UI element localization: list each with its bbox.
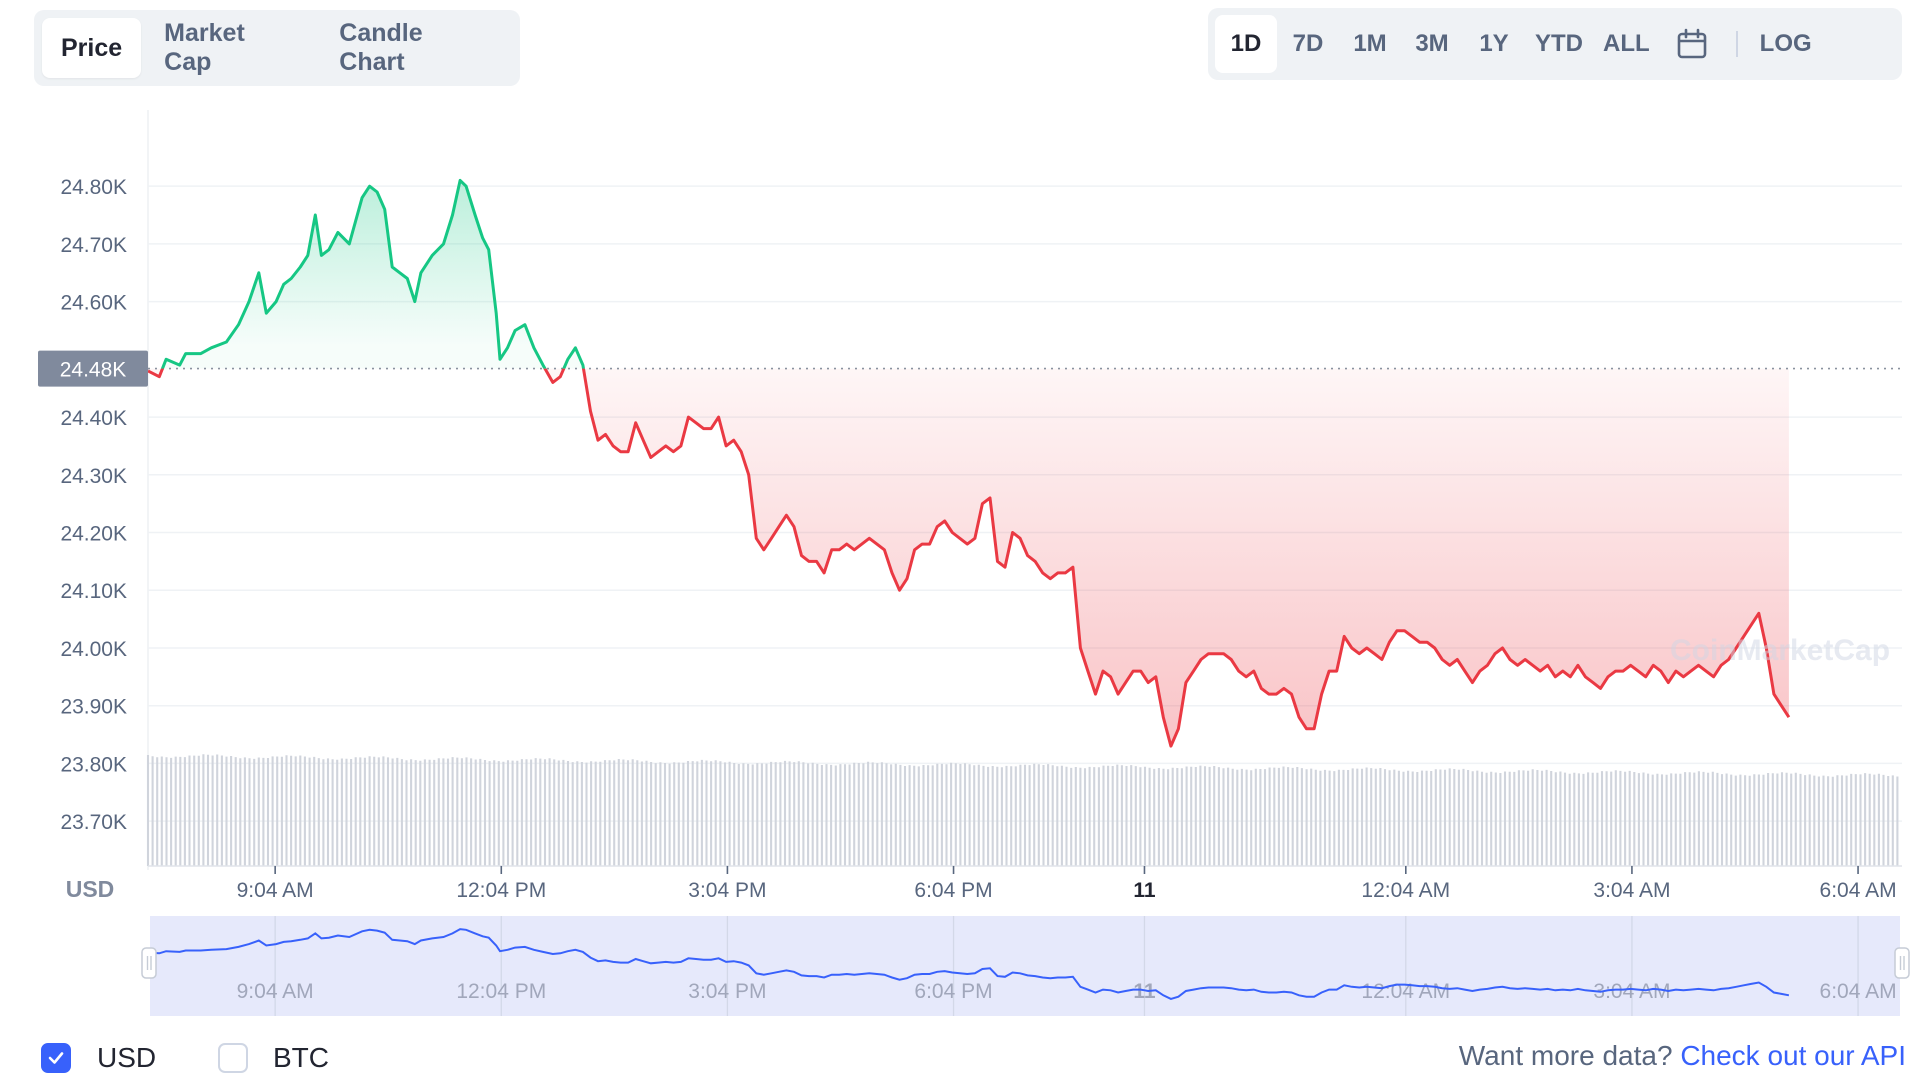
x-axis: 9:04 AM 12:04 PM 3:04 PM 6:04 PM 11 12:04 AM 3… bbox=[148, 865, 1902, 902]
range-all[interactable]: ALL bbox=[1603, 30, 1650, 57]
x-tick-label: 6:04 AM bbox=[1820, 879, 1897, 902]
y-tick-label: 23.90K bbox=[60, 696, 127, 719]
price-line-up bbox=[160, 178, 585, 369]
api-promo: Want more data? Check out our API bbox=[1459, 1040, 1906, 1072]
y-tick-label: 24.70K bbox=[60, 234, 127, 257]
y-tick-label: 23.80K bbox=[60, 753, 127, 776]
btc-checkbox[interactable] bbox=[218, 1043, 248, 1073]
x-tick-label: 3:04 PM bbox=[688, 879, 766, 902]
x-tick-label: 12:04 PM bbox=[456, 879, 546, 902]
navigator-tick-label: 6:04 AM bbox=[1820, 980, 1897, 1003]
calendar-icon[interactable] bbox=[1660, 15, 1724, 73]
log-scale-toggle[interactable]: LOG bbox=[1759, 30, 1812, 57]
api-link[interactable]: Check out our API bbox=[1680, 1040, 1906, 1071]
navigator[interactable]: 9:04 AM 12:04 PM 3:04 PM 6:04 PM 11 12:04 AM 3… bbox=[141, 916, 1910, 1016]
price-chart[interactable]: 24.80K 24.70K 24.60K 24.40K 24.30K 24.20K 24.1… bbox=[0, 0, 1916, 1030]
currency-label: USD bbox=[66, 876, 115, 902]
range-3m[interactable]: 3M bbox=[1415, 30, 1449, 57]
chart-type-tabs: Price Market Cap Candle Chart bbox=[34, 10, 520, 86]
navigator-tick-label: 9:04 AM bbox=[237, 980, 314, 1003]
area-down bbox=[148, 368, 1789, 747]
navigator-left-handle[interactable] bbox=[141, 947, 157, 979]
y-axis-labels: 24.80K 24.70K 24.60K 24.40K 24.30K 24.20K 24.1… bbox=[60, 176, 127, 834]
range-7d[interactable]: 7D bbox=[1292, 30, 1324, 57]
price-line-down bbox=[147, 368, 1791, 748]
reference-price-badge: 24.48K bbox=[38, 350, 148, 387]
navigator-tick-label: 3:04 AM bbox=[1593, 980, 1670, 1003]
price-line bbox=[147, 178, 1791, 748]
y-tick-label: 24.80K bbox=[60, 176, 127, 199]
y-tick-label: 24.20K bbox=[60, 523, 127, 546]
volume-bar bbox=[146, 754, 1899, 866]
area-up bbox=[148, 180, 1789, 369]
watermark: CoinMarketCap bbox=[1670, 634, 1890, 667]
x-tick-label: 9:04 AM bbox=[237, 879, 314, 902]
tab-candle-chart[interactable]: Candle Chart bbox=[339, 19, 423, 76]
navigator-right-handle[interactable] bbox=[1894, 947, 1910, 979]
navigator-tick-label: 11 bbox=[1133, 980, 1156, 1003]
btc-label: BTC bbox=[273, 1042, 329, 1073]
tab-market-cap[interactable]: Market Cap bbox=[164, 19, 245, 76]
y-tick-label: 24.30K bbox=[60, 465, 127, 488]
api-promo-text: Want more data? bbox=[1458, 1040, 1673, 1071]
volume-bars bbox=[146, 754, 1899, 866]
navigator-tick-label: 3:04 PM bbox=[688, 980, 766, 1003]
range-1y[interactable]: 1Y bbox=[1479, 30, 1509, 57]
check-icon bbox=[48, 1052, 64, 1064]
navigator-tick-label: 6:04 PM bbox=[914, 980, 992, 1003]
usd-checkbox[interactable] bbox=[41, 1043, 71, 1073]
x-tick-label: 11 bbox=[1133, 879, 1156, 902]
navigator-tick-label: 12:04 AM bbox=[1361, 980, 1450, 1003]
range-ytd[interactable]: YTD bbox=[1535, 30, 1583, 57]
y-tick-label: 24.10K bbox=[60, 580, 127, 603]
y-tick-label: 24.40K bbox=[60, 407, 127, 430]
navigator-tick-label: 12:04 PM bbox=[456, 980, 546, 1003]
y-tick-label: 23.70K bbox=[60, 811, 127, 834]
y-tick-label: 24.60K bbox=[60, 292, 127, 315]
time-range-selector: 1D 7D 1M 3M 1Y YTD ALL LOG bbox=[1208, 8, 1902, 80]
reference-price-label: 24.48K bbox=[60, 359, 127, 382]
range-1m[interactable]: 1M bbox=[1353, 30, 1387, 57]
usd-label: USD bbox=[97, 1042, 157, 1073]
price-area-fill bbox=[148, 180, 1789, 747]
range-1d[interactable]: 1D bbox=[1215, 15, 1277, 73]
x-tick-label: 12:04 AM bbox=[1361, 879, 1450, 902]
x-tick-label: 6:04 PM bbox=[914, 879, 992, 902]
y-tick-label: 24.00K bbox=[60, 638, 127, 661]
x-tick-label: 3:04 AM bbox=[1593, 879, 1670, 902]
tab-price[interactable]: Price bbox=[42, 18, 142, 78]
range-divider bbox=[1735, 31, 1738, 57]
